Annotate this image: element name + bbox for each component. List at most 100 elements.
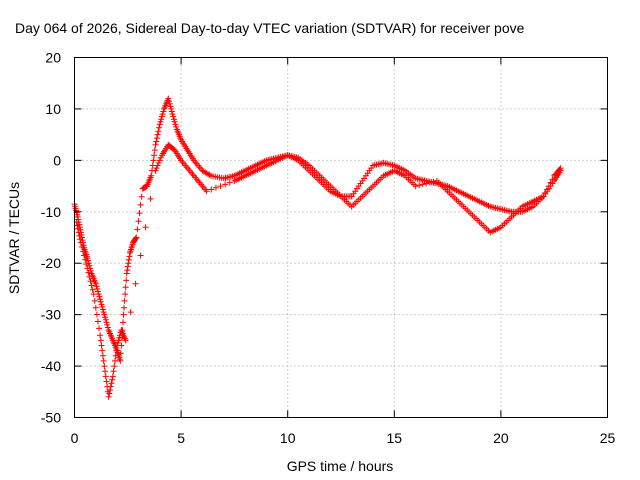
- data-point: [121, 304, 128, 311]
- data-point: [120, 319, 127, 326]
- data-point: [124, 263, 131, 270]
- data-point: [419, 181, 426, 188]
- data-point: [155, 128, 162, 135]
- data-point: [151, 152, 158, 159]
- y-tick-labels: -50 -40 -30 -20 -10 0 10 20: [41, 50, 61, 426]
- data-point: [169, 111, 176, 118]
- data-point: [153, 138, 160, 145]
- data-point: [157, 154, 164, 161]
- data-point: [121, 297, 128, 304]
- data-point: [172, 121, 179, 128]
- data-point: [153, 165, 160, 172]
- data-point: [137, 201, 144, 208]
- data-point: [105, 393, 112, 400]
- data-point: [152, 167, 159, 174]
- data-point: [168, 108, 175, 115]
- data-point: [99, 347, 106, 354]
- data-point: [100, 309, 107, 316]
- data-point: [85, 269, 92, 276]
- data-point: [93, 283, 100, 290]
- data-point: [168, 105, 175, 112]
- data-point: [86, 273, 93, 280]
- data-point: [156, 124, 163, 131]
- data-point: [412, 183, 419, 190]
- data-point: [80, 248, 87, 255]
- data-point: [103, 319, 110, 326]
- data-point: [134, 226, 141, 233]
- data-point: [88, 282, 95, 289]
- x-tick-label: 25: [600, 430, 616, 446]
- data-point: [87, 278, 94, 285]
- data-point: [107, 387, 114, 394]
- data-point: [117, 350, 124, 357]
- data-point: [104, 321, 111, 328]
- data-point: [114, 342, 121, 349]
- y-tick-label: 20: [45, 50, 61, 66]
- data-point: [222, 181, 229, 188]
- data-point: [117, 357, 124, 364]
- x-tick-label: 5: [177, 430, 185, 446]
- data-point: [99, 306, 106, 313]
- data-point: [78, 243, 85, 250]
- data-point: [124, 267, 131, 274]
- data-point: [159, 111, 166, 118]
- data-point: [74, 222, 81, 229]
- data-point: [158, 116, 165, 123]
- data-point: [123, 277, 130, 284]
- data-point: [173, 123, 180, 130]
- data-point: [138, 193, 145, 200]
- data-point: [125, 260, 132, 267]
- data-point: [132, 235, 139, 242]
- axis-ticks: [74, 57, 608, 418]
- data-point: [156, 157, 163, 164]
- data-point: [170, 113, 177, 120]
- data-point: [113, 347, 120, 354]
- y-tick-label: -20: [41, 255, 61, 271]
- data-point: [416, 182, 423, 189]
- data-point: [170, 116, 177, 123]
- data-point: [167, 103, 174, 110]
- data-point: [91, 297, 98, 304]
- data-point: [147, 195, 154, 202]
- y-tick-label: -10: [41, 204, 61, 220]
- data-point: [226, 179, 233, 186]
- data-point: [76, 232, 83, 239]
- data-point: [90, 291, 97, 298]
- data-point: [97, 337, 104, 344]
- data-point: [97, 296, 104, 303]
- data-point: [154, 131, 161, 138]
- data-point: [122, 291, 129, 298]
- data-point: [97, 298, 104, 305]
- y-tick-label: -50: [41, 410, 61, 426]
- data-point: [151, 147, 158, 154]
- data-point: [122, 284, 129, 291]
- data-point: [166, 100, 173, 107]
- data-point: [426, 179, 433, 186]
- data-point: [102, 316, 109, 323]
- data-point: [110, 368, 117, 375]
- data-point: [208, 186, 215, 193]
- data-point: [156, 121, 163, 128]
- data-point: [203, 188, 210, 195]
- data-point: [423, 180, 430, 187]
- data-point: [153, 135, 160, 142]
- data-point: [165, 95, 172, 102]
- data-point: [125, 256, 132, 263]
- data-point: [115, 337, 122, 344]
- data-point: [104, 324, 111, 331]
- data-point: [135, 218, 142, 225]
- data-point: [557, 167, 564, 174]
- data-point: [430, 178, 437, 185]
- data-point: [85, 257, 92, 264]
- y-tick-label: 0: [53, 152, 61, 168]
- data-point: [116, 334, 123, 341]
- data-point: [94, 318, 101, 325]
- data-point: [100, 357, 107, 364]
- data-point: [82, 256, 89, 263]
- data-point: [150, 157, 157, 164]
- data-point: [160, 108, 167, 115]
- data-point: [120, 311, 127, 318]
- data-point: [126, 253, 133, 260]
- data-point: [171, 118, 178, 125]
